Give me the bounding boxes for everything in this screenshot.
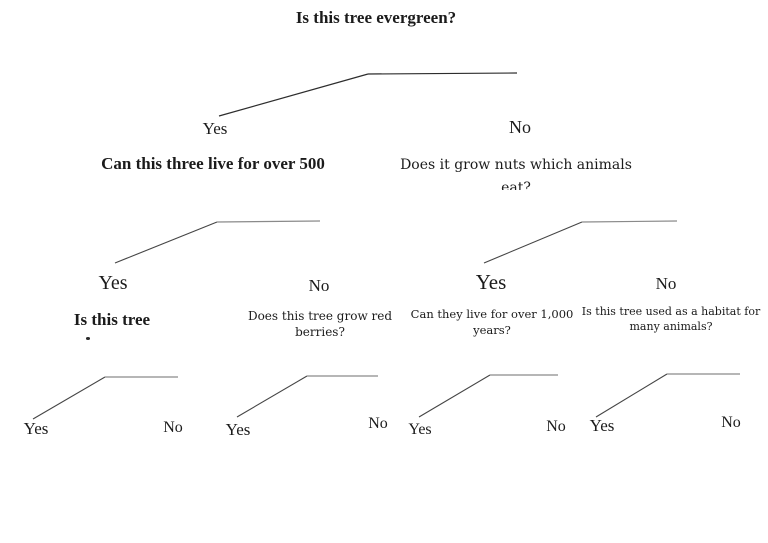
level2-right-no-label: No [655,274,677,293]
branch-yes-horizontal-line [216,220,321,223]
branch-s4-diagonal-line [595,373,668,418]
branch-s2-diagonal-line [236,375,308,418]
branch-yes-diagonal-line [114,221,218,264]
branch-s3-diagonal-line [418,374,491,418]
s3-no-label: No [546,418,566,435]
question-no-branch: Does it grow nuts which animals eat? [400,154,632,190]
s2-yes-label: Yes [225,420,251,439]
question-no-yes-line2: years? [473,323,511,337]
question-no-yes: Can they live for over 1,000 years? [411,306,574,338]
s4-no-label: No [721,414,741,431]
s2-no-label: No [368,415,388,432]
level2-left-yes-label: Yes [98,272,128,294]
level2-right-yes-label: Yes [475,270,507,294]
branch-root-horizontal-line [367,72,518,75]
question-no-yes-line1: Can they live for over 1,000 [410,307,574,321]
clipped-character-fragment [86,337,90,340]
branch-s1-diagonal-line [32,376,106,420]
question-yes-no-line1: Does this tree grow red [247,309,393,323]
question-yes-no-line2: berries? [295,325,345,339]
question-yes-line1: Can this three live for over 500 [101,154,325,173]
question-yes-branch: Can this three live for over 500 years? [101,151,325,182]
question-yes-yes: Is this tree [73,310,151,329]
question-no-line2-clipped: eat? [501,180,531,190]
question-no-no: Is this tree used as a habitat for many … [582,304,760,334]
level2-left-no-label: No [308,276,330,295]
root-question: Is this tree evergreen? [295,8,457,27]
question-no-line1: Does it grow nuts which animals [400,157,632,173]
branch-no-diagonal-line [483,221,583,264]
branch-root-diagonal-line [218,73,369,117]
s3-yes-label: Yes [408,421,432,438]
question-yes-no: Does this tree grow red berries? [248,308,392,340]
s1-no-label: No [163,419,183,436]
level1-no-label: No [509,117,531,137]
branch-no-horizontal-line [581,220,678,223]
question-no-no-line1: Is this tree used as a habitat for [581,305,761,318]
level1-yes-label: Yes [202,119,228,138]
s1-yes-label: Yes [23,419,49,438]
s4-yes-label: Yes [589,416,615,435]
question-no-no-line2: many animals? [629,320,713,333]
question-yes-line2-clipped: years? [101,176,325,182]
